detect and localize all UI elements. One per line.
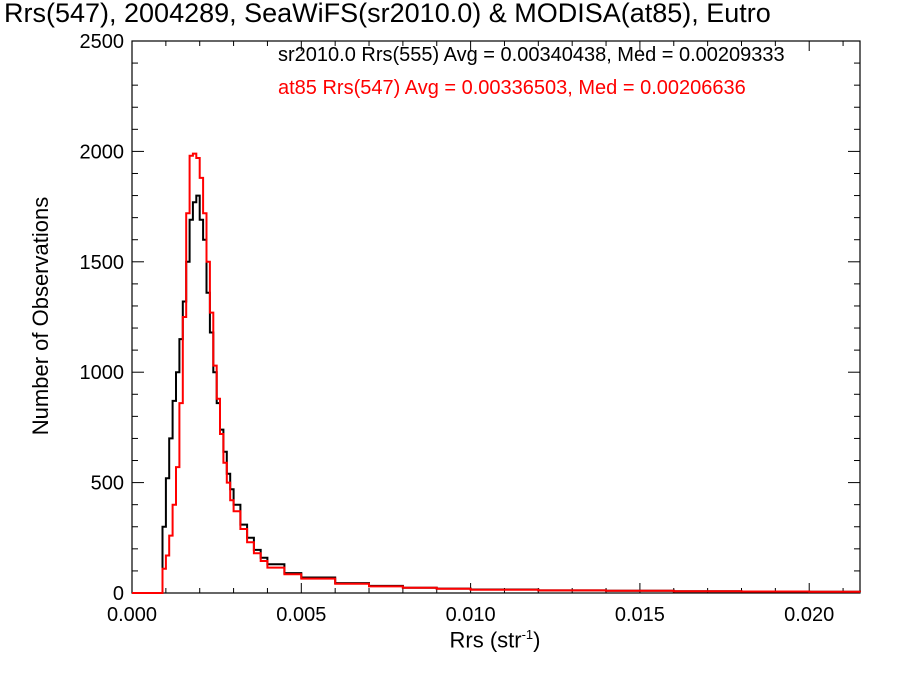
x-tick-label: 0.015 (615, 604, 665, 626)
y-tick-label: 1500 (80, 252, 125, 274)
series-line-sr2010 (132, 194, 861, 594)
x-axis-label-main: Rrs (str (449, 627, 522, 653)
y-tick-label: 500 (91, 473, 124, 495)
chart-title: Rrs(547), 2004289, SeaWiFS(sr2010.0) & M… (4, 0, 771, 28)
plot-frame (131, 40, 861, 594)
x-tick-label: 0.020 (784, 604, 834, 626)
series-lines (132, 152, 861, 594)
x-tick-label: 0.010 (446, 604, 496, 626)
series-line-at85 (132, 152, 861, 594)
x-axis-label: Rrs (str-1) (450, 627, 541, 653)
x-tick-label: 0.005 (276, 604, 326, 626)
y-tick-label: 1000 (80, 362, 125, 384)
y-tick-label: 2000 (80, 141, 125, 163)
axis-ticks: 0.000 0.005 0.010 0.015 0.020 0 500 1000 1500 200… (80, 31, 860, 626)
legend-entry-red: at85 Rrs(547) Avg = 0.00336503, Med = 0.… (278, 77, 746, 99)
x-tick-label: 0.000 (107, 604, 157, 626)
y-tick-label: 2500 (80, 31, 125, 53)
y-axis-label: Number of Observations (28, 196, 53, 436)
x-axis-label-exponent: -1 (521, 627, 534, 642)
x-axis-label-close: ) (533, 627, 541, 653)
legend-entry-black: sr2010.0 Rrs(555) Avg = 0.00340438, Med … (278, 44, 785, 66)
y-tick-label: 0 (113, 583, 124, 605)
